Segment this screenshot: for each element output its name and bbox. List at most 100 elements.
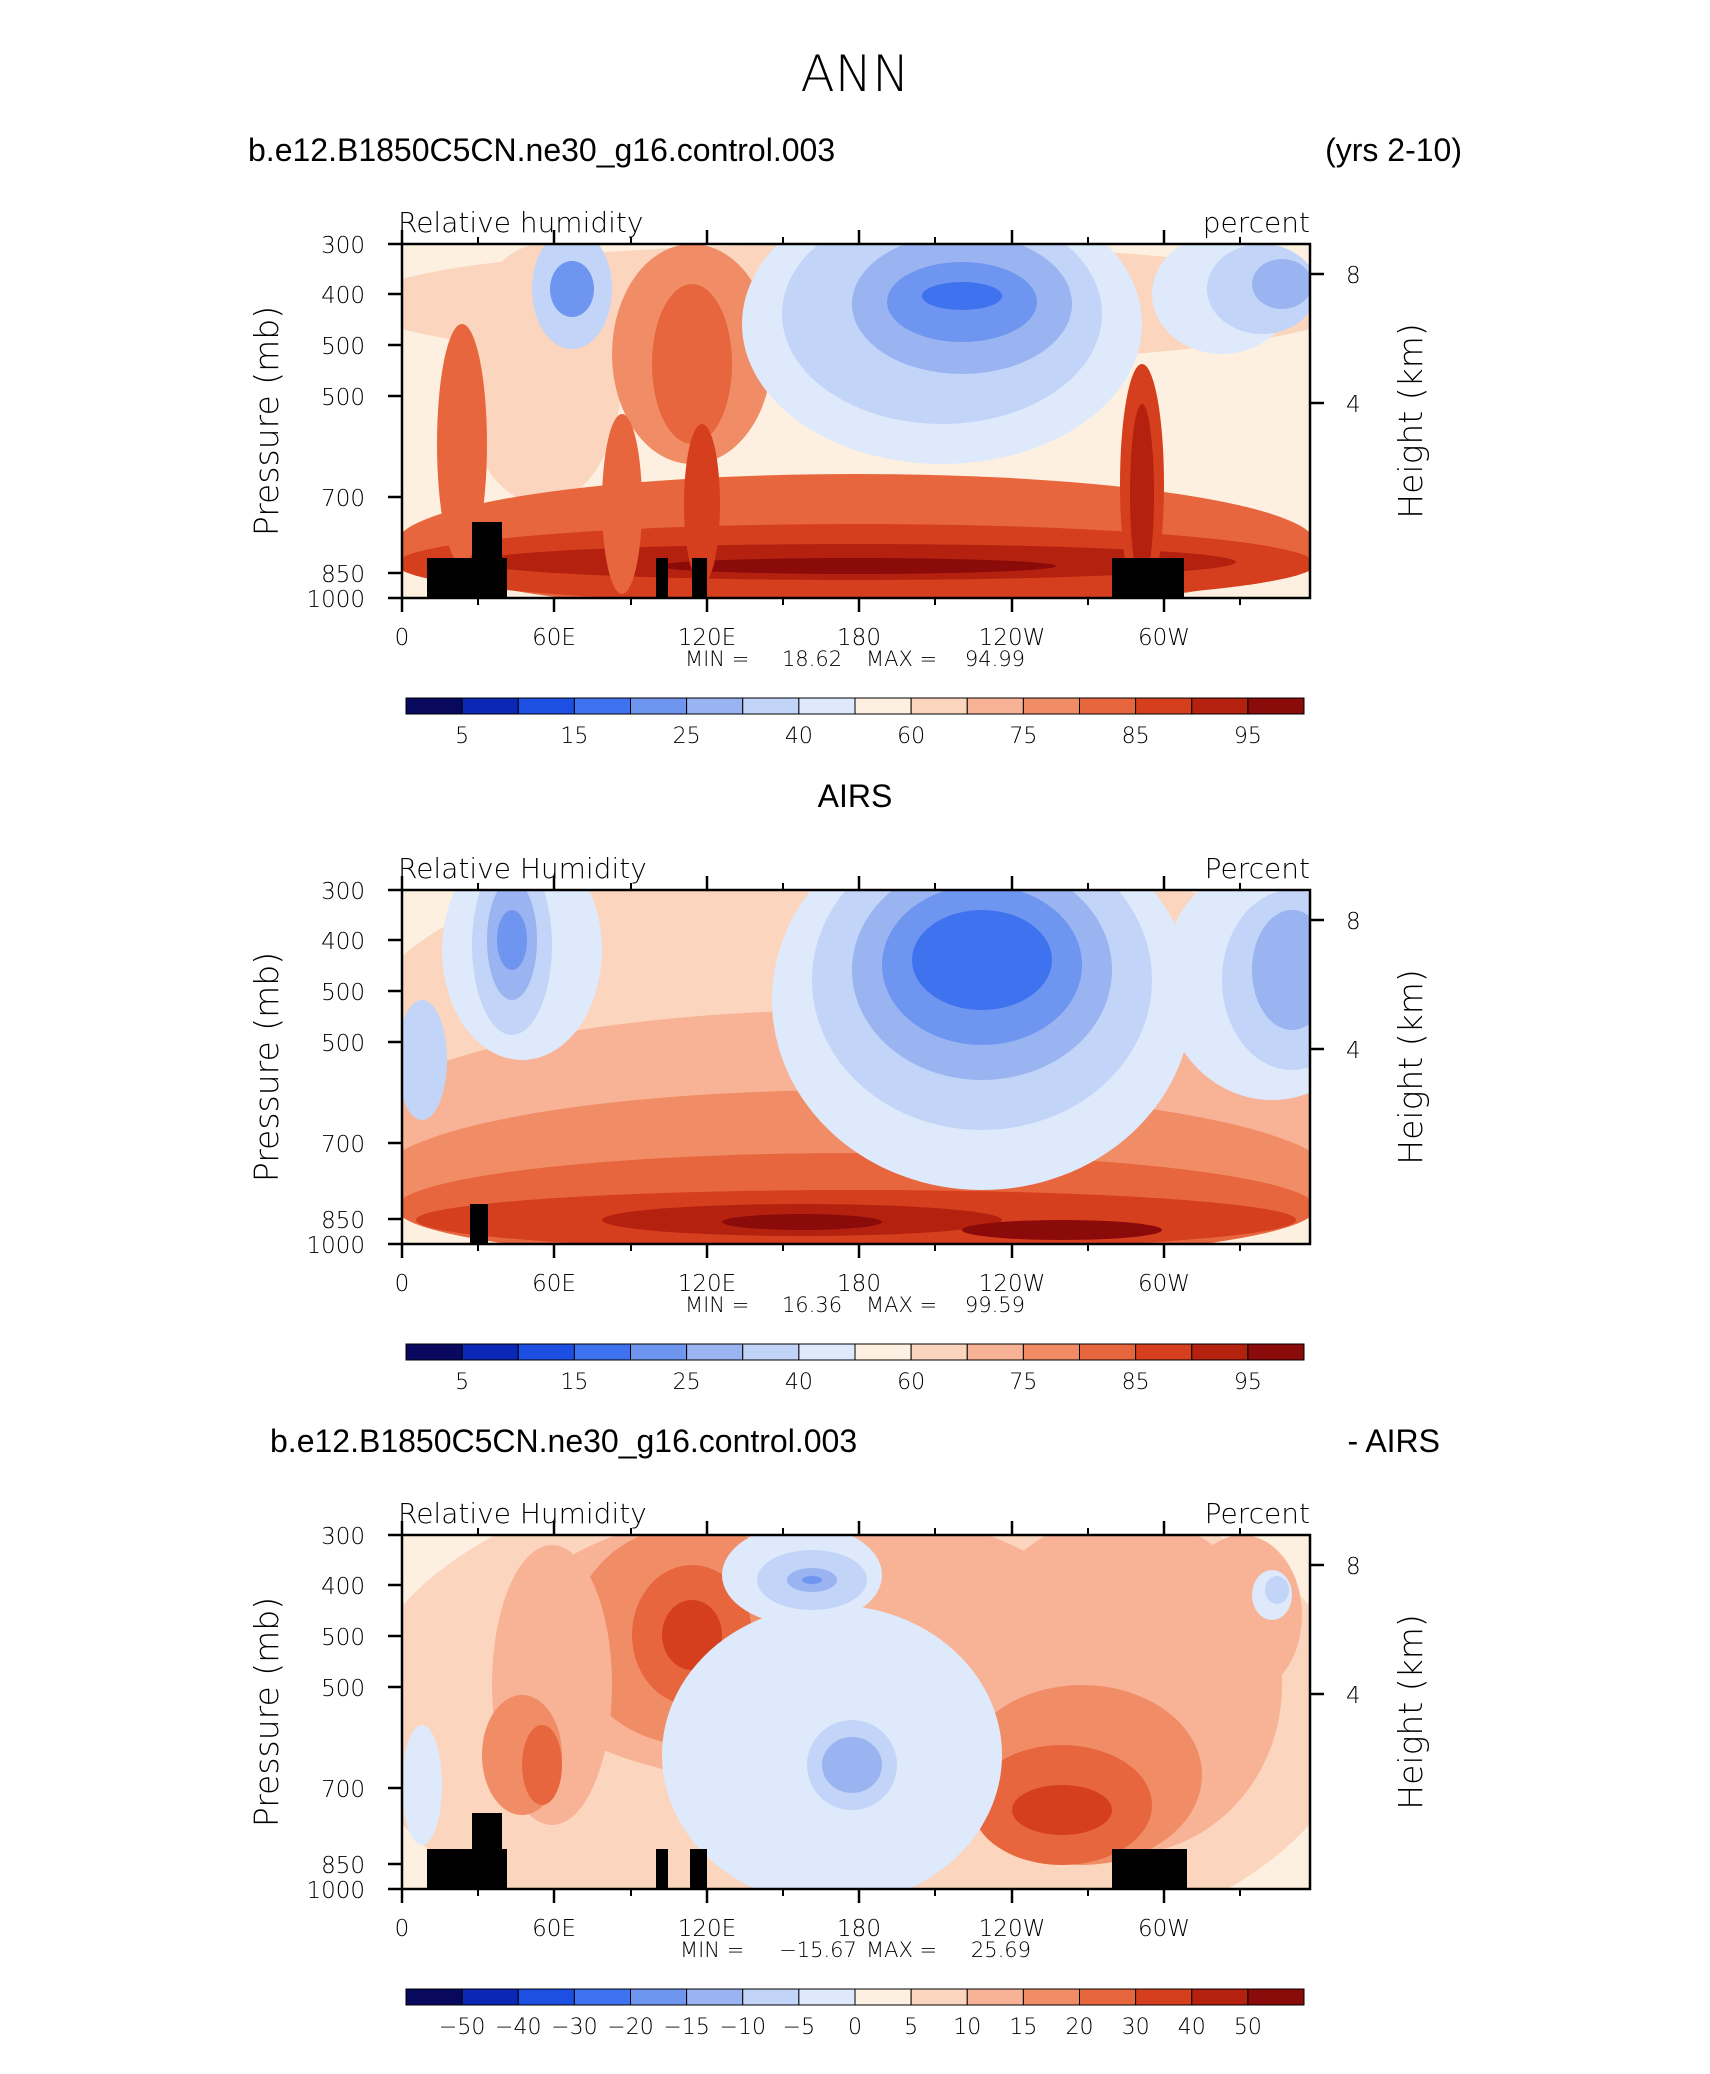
colorbar-swatch	[966, 1343, 1024, 1361]
y2-tick-label: 4	[1346, 1038, 1361, 1064]
colorbar-label: 15	[1009, 2015, 1037, 2040]
contour-region	[656, 558, 1056, 574]
colorbar-label: 0	[848, 2015, 862, 2040]
x-tick-label: 180	[837, 1916, 881, 1942]
x-tick-label: 180	[837, 625, 881, 651]
topography-mask	[1112, 1849, 1187, 1889]
colorbar-label: 30	[1122, 2015, 1150, 2040]
colorbar-label: 85	[1122, 724, 1150, 749]
figure-title: ANN	[800, 45, 909, 103]
contour-region	[550, 261, 594, 317]
colorbar-label: −20	[607, 2015, 653, 2040]
colorbar-label: 40	[785, 1370, 813, 1395]
y-tick-label: 850	[321, 1853, 365, 1879]
colorbar-swatch	[742, 1988, 800, 2006]
max-label: MAX =	[866, 1293, 937, 1317]
colorbar-swatch	[798, 1988, 856, 2006]
colorbar-swatch	[686, 1988, 744, 2006]
max-label: MAX =	[866, 647, 937, 671]
contour-region	[962, 1220, 1162, 1240]
colorbar-label: 95	[1234, 1370, 1262, 1395]
colorbar-label: 15	[560, 1370, 588, 1395]
panel-subtitle-left: Relative Humidity	[398, 852, 647, 885]
contour-region	[1012, 1785, 1112, 1835]
colorbar-swatch	[910, 1343, 968, 1361]
panel-header-right: (yrs 2-10)	[1325, 132, 1462, 168]
topography-mask	[692, 558, 707, 598]
y-tick-label: 500	[321, 1625, 365, 1651]
min-value: 16.36	[782, 1293, 842, 1317]
colorbar-label: 20	[1066, 2015, 1094, 2040]
colorbar-swatch	[405, 1988, 463, 2006]
x-tick-label: 0	[395, 1271, 410, 1297]
colorbar-label: 5	[455, 1370, 469, 1395]
colorbar-swatch	[517, 697, 575, 715]
x-tick-label: 60W	[1138, 1271, 1190, 1297]
min-value: −15.67	[779, 1938, 857, 1962]
x-tick-label: 60W	[1138, 1916, 1190, 1942]
min-label: MIN =	[680, 1938, 744, 1962]
colorbar-label: 85	[1122, 1370, 1150, 1395]
colorbar-swatch	[910, 697, 968, 715]
colorbar-swatch	[1079, 1343, 1137, 1361]
y2-axis-title: Height (km)	[1391, 323, 1430, 518]
y-tick-label: 400	[321, 1574, 365, 1600]
colorbar: −50 −40 −30 −20 −15 −10 −5 0 5 10 15 20 30 40 50	[405, 1988, 1305, 2040]
topography-mask	[472, 1813, 502, 1889]
y-tick-label: 1000	[306, 587, 365, 613]
colorbar-label: 95	[1234, 724, 1262, 749]
colorbar-label: 75	[1009, 724, 1037, 749]
colorbar-swatch	[630, 697, 688, 715]
colorbar-swatch	[1022, 697, 1080, 715]
max-value: 25.69	[971, 1938, 1031, 1962]
contour-field	[402, 244, 1310, 598]
y-tick-label: 300	[321, 1524, 365, 1550]
colorbar-swatch	[1135, 697, 1193, 715]
y2-tick-label: 8	[1346, 263, 1361, 289]
y2-tick-label: 4	[1346, 1683, 1361, 1709]
contour-region	[1252, 259, 1310, 309]
x-tick-label: 120W	[979, 1916, 1046, 1942]
panel-header-right: - AIRS	[1348, 1423, 1440, 1459]
x-tick-label: 120E	[678, 625, 736, 651]
colorbar-swatch	[517, 1343, 575, 1361]
colorbar-swatch	[517, 1988, 575, 2006]
colorbar-swatch	[1191, 1988, 1249, 2006]
colorbar-swatch	[573, 1988, 631, 2006]
y-tick-label: 400	[321, 283, 365, 309]
y-tick-label: 700	[321, 1132, 365, 1158]
colorbar-swatch	[1079, 697, 1137, 715]
panel-subtitle-left: Relative humidity	[398, 206, 643, 239]
topography-mask	[1112, 558, 1184, 598]
y2-axis-title: Height (km)	[1391, 1614, 1430, 1809]
colorbar-swatch	[686, 1343, 744, 1361]
colorbar-swatch	[854, 1343, 912, 1361]
y-tick-label: 500	[321, 1676, 365, 1702]
plot-frame	[400, 888, 1312, 1246]
x-tick-label: 180	[837, 1271, 881, 1297]
topography-mask	[472, 522, 502, 598]
contour-region	[652, 284, 732, 444]
plot-frame	[400, 242, 1312, 600]
colorbar-label: −10	[720, 2015, 766, 2040]
y2-tick-label: 4	[1346, 392, 1361, 418]
y-axis-title: Pressure (mb)	[247, 306, 286, 536]
y-axis-title: Pressure (mb)	[247, 952, 286, 1182]
contour-field	[402, 890, 1310, 1244]
colorbar-label: 25	[673, 1370, 701, 1395]
colorbar-label: 75	[1009, 1370, 1037, 1395]
y-tick-label: 1000	[306, 1878, 365, 1904]
colorbar-label: 40	[1178, 2015, 1206, 2040]
contour-region	[1252, 910, 1310, 1030]
y-tick-label: 850	[321, 1208, 365, 1234]
colorbar-swatch	[630, 1988, 688, 2006]
contour-region	[802, 1576, 822, 1584]
colorbar-label: 5	[455, 724, 469, 749]
x-tick-label: 0	[395, 625, 410, 651]
plot-frame	[400, 1533, 1312, 1891]
colorbar-swatch	[798, 697, 856, 715]
colorbar-swatch	[405, 697, 463, 715]
colorbar-swatch	[742, 1343, 800, 1361]
colorbar-label: −40	[495, 2015, 541, 2040]
colorbar-label: 15	[560, 724, 588, 749]
